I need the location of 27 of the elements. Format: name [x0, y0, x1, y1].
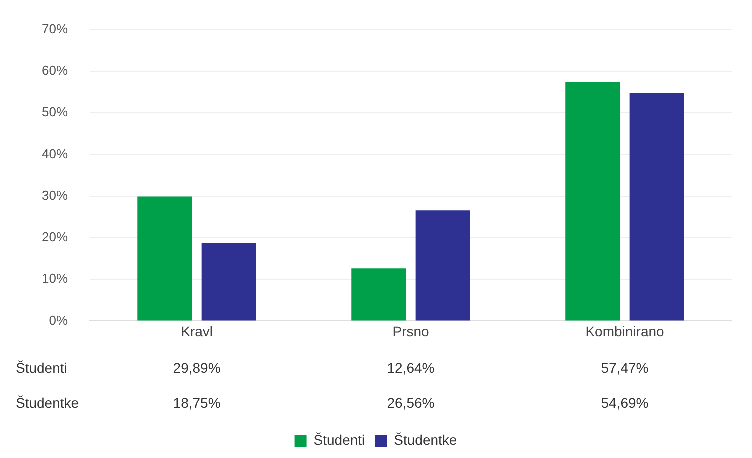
bar [138, 196, 192, 321]
text: Študentke [16, 395, 80, 412]
y-tick-label: 50% [42, 104, 68, 120]
legend-label: Študenti [314, 432, 366, 448]
y-tick-label: 30% [42, 188, 68, 203]
data-label: 57,47% [601, 360, 649, 376]
bar [352, 268, 406, 321]
data-label: 26,56% [387, 395, 435, 412]
bar [566, 82, 620, 321]
legend-label: Študentke [394, 432, 458, 448]
bar [202, 243, 256, 321]
data-label: 12,64% [387, 360, 435, 376]
text: Študenti [16, 360, 68, 376]
data-label: 54,69% [601, 395, 649, 412]
x-tick-label: Kombinirano [586, 323, 665, 340]
y-tick-label: 70% [42, 21, 68, 36]
data-label: 29,89% [173, 360, 221, 376]
bar [630, 94, 684, 321]
data-label: 18,75% [173, 395, 221, 412]
bar [416, 210, 470, 321]
y-tick-label: 60% [42, 63, 68, 78]
x-tick-label: Kravl [181, 323, 213, 340]
x-tick-label: Prsno [392, 323, 430, 340]
y-tick-label: 40% [42, 146, 68, 162]
y-tick-label: 20% [42, 230, 68, 245]
y-tick-label: 0% [49, 312, 68, 328]
y-tick-label: 10% [42, 271, 68, 286]
